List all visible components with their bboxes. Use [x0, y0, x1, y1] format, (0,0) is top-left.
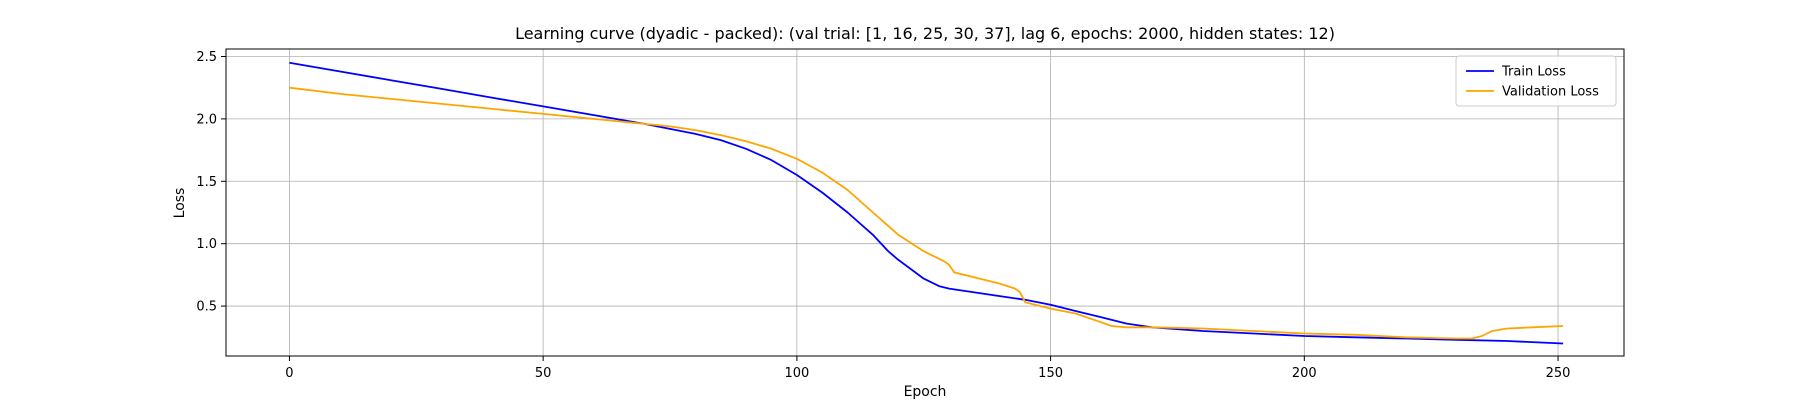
- series-lines: [289, 61, 1564, 345]
- legend-box: [1455, 55, 1617, 107]
- axis-ticks: 0 50 100 150 200 250 0.5 1.0 1.5 2.0 2.5: [196, 50, 1570, 381]
- validation-loss-line: [289, 86, 1564, 340]
- x-tick-label: 0: [285, 366, 293, 381]
- y-tick-label: 1.5: [196, 175, 217, 190]
- legend-label-validation-loss: Validation Loss: [1502, 85, 1599, 100]
- y-tick-label: 2.5: [196, 50, 217, 65]
- y-axis-label: Loss: [172, 188, 188, 219]
- chart-title: Learning curve (dyadic - packed): (val t…: [515, 24, 1335, 43]
- x-tick-label: 250: [1546, 366, 1571, 381]
- x-axis-label: Epoch: [904, 384, 947, 400]
- y-tick-label: 2.0: [196, 112, 217, 127]
- x-tick-label: 200: [1292, 366, 1317, 381]
- legend-label-train-loss: Train Loss: [1501, 65, 1566, 80]
- x-tick-label: 100: [784, 366, 809, 381]
- train-loss-line: [289, 61, 1564, 345]
- plot-frame: [225, 48, 1625, 357]
- y-tick-label: 0.5: [196, 300, 217, 315]
- x-tick-label: 150: [1038, 366, 1063, 381]
- grid-lines: [226, 49, 1624, 356]
- y-tick-label: 1.0: [196, 237, 217, 252]
- x-tick-label: 50: [535, 366, 552, 381]
- legend: Train Loss Validation Loss: [1455, 55, 1617, 107]
